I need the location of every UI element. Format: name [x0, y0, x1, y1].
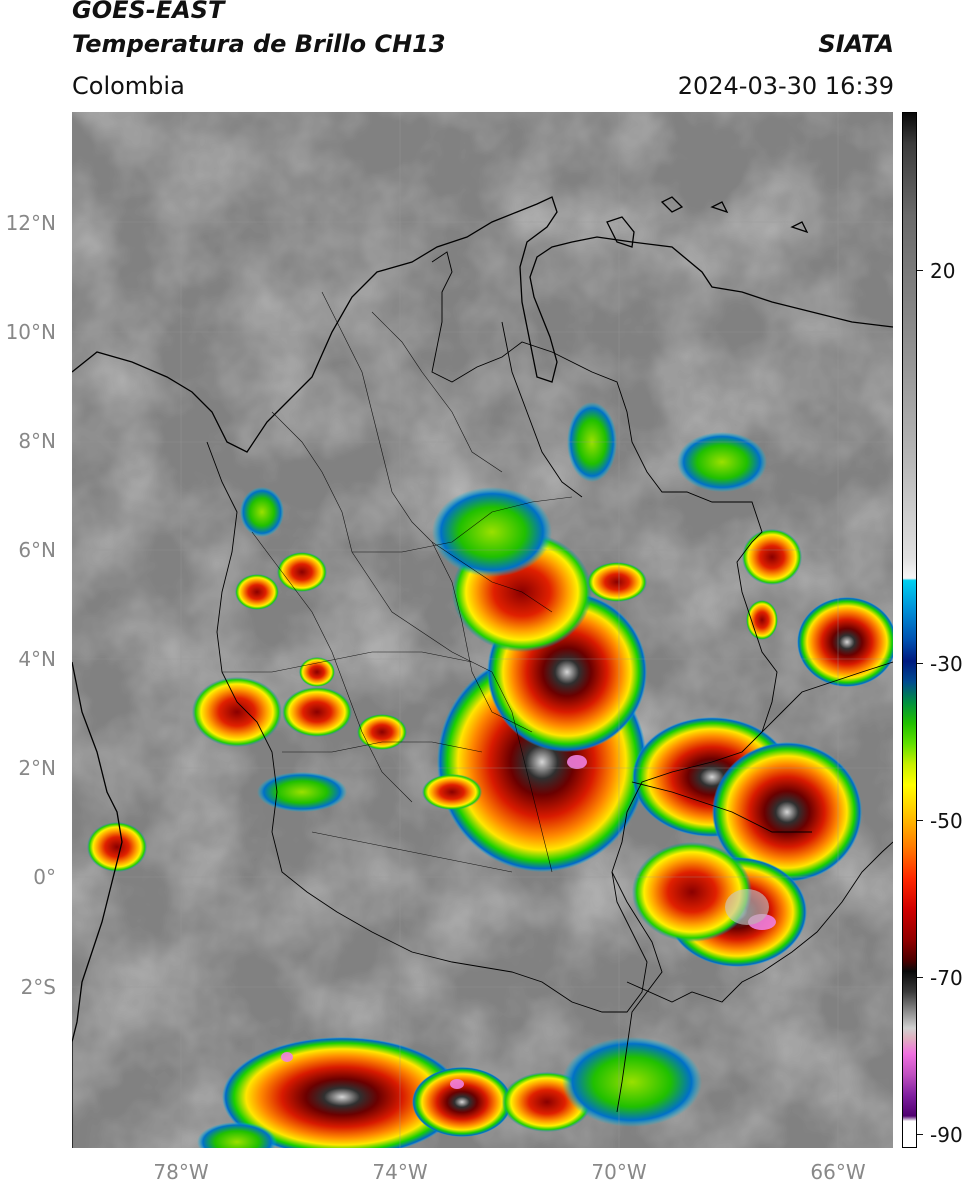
lat-label-4n: 4°N — [18, 647, 56, 671]
colorbar-tick-minus70 — [917, 977, 923, 978]
lat-label-2n: 2°N — [18, 756, 56, 780]
colorbar-tick-20 — [917, 270, 923, 271]
satellite-map — [72, 112, 893, 1148]
lat-label-2s: 2°S — [20, 975, 56, 999]
colorbar-label-20: 20 — [930, 259, 956, 283]
lon-label-74w: 74°W — [372, 1160, 428, 1184]
region-label: Colombia — [72, 72, 185, 100]
colorbar — [902, 112, 917, 1148]
datetime-label: 2024-03-30 16:39 — [677, 72, 894, 100]
storm-cores — [281, 755, 776, 1089]
gridlines — [72, 112, 893, 1148]
lon-label-78w: 78°W — [153, 1160, 209, 1184]
lat-label-6n: 6°N — [18, 538, 56, 562]
lat-label-8n: 8°N — [18, 429, 56, 453]
organization-label: SIATA — [818, 30, 894, 58]
borders — [206, 251, 893, 1113]
colorbar-label-minus50: -50 — [930, 809, 963, 833]
lon-label-66w: 66°W — [810, 1160, 866, 1184]
colorbar-tick-minus30 — [917, 663, 923, 664]
product-subtitle: Temperatura de Brillo CH13 — [72, 30, 446, 58]
colorbar-label-minus70: -70 — [930, 966, 963, 990]
lon-label-70w: 70°W — [591, 1160, 647, 1184]
lat-label-12n: 12°N — [5, 211, 56, 235]
colorbar-tick-minus50 — [917, 820, 923, 821]
department-boundaries — [222, 291, 573, 873]
lat-label-10n: 10°N — [5, 320, 56, 344]
colorbar-tick-minus90 — [917, 1134, 923, 1135]
colorbar-label-minus30: -30 — [930, 652, 963, 676]
colorbar-label-minus90: -90 — [930, 1123, 963, 1147]
coastline — [72, 196, 893, 1148]
lat-label-0: 0° — [33, 865, 56, 889]
product-title: GOES-EAST — [72, 0, 225, 24]
